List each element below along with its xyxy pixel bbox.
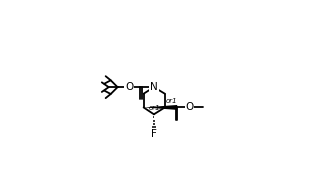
Text: F: F xyxy=(151,129,157,139)
Polygon shape xyxy=(144,105,177,110)
Text: O: O xyxy=(185,102,194,112)
Text: O: O xyxy=(125,82,133,92)
Text: N: N xyxy=(150,82,158,92)
Text: or1: or1 xyxy=(149,105,161,111)
Text: or1: or1 xyxy=(166,98,177,104)
